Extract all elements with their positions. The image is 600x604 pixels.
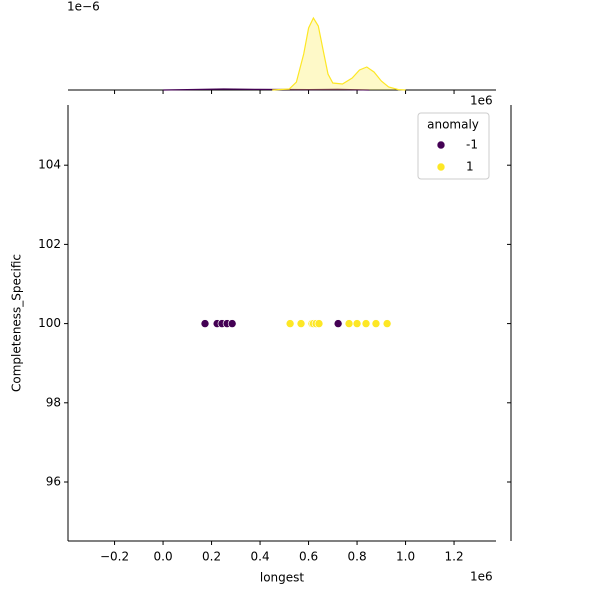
- x-tick-label: 0.4: [251, 550, 270, 564]
- kde-area: [272, 18, 406, 90]
- point: [285, 319, 295, 328]
- point: [314, 319, 324, 328]
- legend-title: anomaly: [427, 118, 479, 132]
- x-tick-label: 1.2: [445, 550, 464, 564]
- kde-line: [272, 16, 406, 91]
- legend-label: -1: [466, 138, 478, 152]
- kde-line: [163, 88, 370, 91]
- point: [333, 319, 343, 328]
- point: [382, 319, 392, 328]
- x-offset-label-top: 1e6: [470, 94, 493, 108]
- x-tick-label: 0.6: [299, 550, 318, 564]
- point: [227, 319, 237, 328]
- x-tick-label: 0.8: [348, 550, 367, 564]
- point: [200, 319, 210, 328]
- y-tick-label: 100: [38, 316, 61, 330]
- x-tick-label: 0.2: [202, 550, 221, 564]
- x-tick-label: 0.0: [154, 550, 173, 564]
- x-tick-label: −0.2: [100, 550, 129, 564]
- legend-box: [417, 112, 490, 180]
- point: [361, 319, 371, 328]
- y-axis-label: Completeness_Specific: [10, 254, 24, 392]
- x-axis-label: longest: [260, 571, 305, 585]
- point: [296, 319, 306, 328]
- y-tick-label: 104: [38, 158, 61, 172]
- legend-marker: [436, 162, 446, 172]
- legend-label: 1: [466, 160, 474, 174]
- marginal-offset-label: 1e−6: [67, 0, 100, 14]
- point: [371, 319, 381, 328]
- legend-marker: [436, 140, 446, 150]
- x-tick-label: 1.0: [396, 550, 415, 564]
- point: [344, 319, 354, 328]
- y-tick-label: 102: [38, 237, 61, 251]
- point: [352, 319, 362, 328]
- y-tick-label: 96: [46, 474, 61, 488]
- y-tick-label: 98: [46, 395, 61, 409]
- x-offset-label: 1e6: [470, 570, 493, 584]
